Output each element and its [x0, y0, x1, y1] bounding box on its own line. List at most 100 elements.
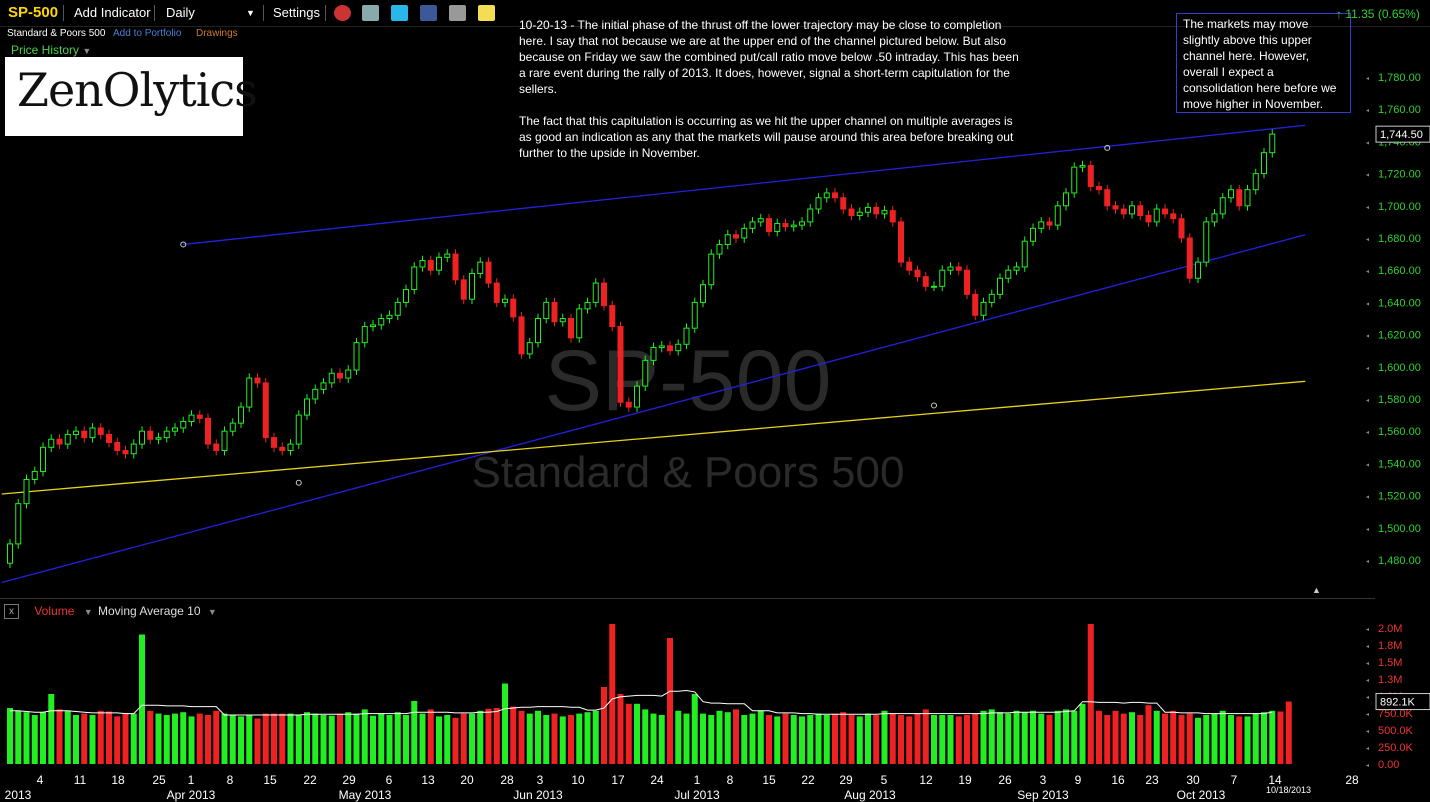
candle-up — [345, 369, 352, 379]
candle-up — [1038, 221, 1045, 229]
candle-up — [477, 261, 484, 274]
volume-moving-average-line — [10, 689, 1273, 716]
candle-down — [485, 261, 492, 284]
tick-marker-icon: ◂ — [1366, 269, 1369, 275]
candle-up — [73, 430, 79, 435]
note-icon[interactable] — [478, 5, 495, 21]
x-day-label: 12 — [919, 773, 933, 787]
annotation-paragraph: The fact that this capitulation is occur… — [519, 114, 1014, 160]
candle-down — [1170, 213, 1177, 220]
volume-label[interactable]: Volume — [34, 604, 75, 618]
close-panel-button[interactable]: x — [4, 604, 19, 620]
candle-down — [1162, 208, 1168, 215]
candle-up — [881, 210, 888, 215]
chevron-down-icon[interactable]: ▼ — [83, 607, 93, 617]
alarm-clock-icon[interactable] — [334, 5, 351, 21]
volume-bar — [955, 716, 962, 764]
volume-tick-label: 1.5M — [1378, 657, 1402, 669]
volume-bar — [1096, 710, 1102, 764]
candle-down — [279, 446, 286, 452]
volume-bar — [1236, 716, 1243, 764]
volume-bar — [559, 716, 566, 764]
drawings-link[interactable]: Drawings — [196, 28, 238, 39]
x-month-label: Sep 2013 — [1017, 788, 1069, 802]
tick-marker-icon: ◂ — [1366, 398, 1369, 404]
candle-up — [411, 266, 418, 291]
x-month-label: Jun 2013 — [513, 788, 563, 802]
volume-bar — [469, 713, 475, 764]
print-icon[interactable] — [362, 5, 379, 21]
volume-tick-label: 250.0K — [1378, 742, 1414, 754]
facebook-icon[interactable] — [420, 5, 437, 21]
candle-up — [403, 289, 409, 303]
candle-up — [865, 206, 871, 213]
volume-bar — [436, 716, 442, 764]
volume-bar — [370, 715, 376, 764]
add-to-portfolio-link[interactable]: Add to Portfolio — [113, 28, 182, 39]
add-indicator-button[interactable]: Add Indicator — [74, 5, 151, 20]
price-tick-label: 1,620.00 — [1378, 330, 1421, 342]
candle-down — [205, 417, 211, 445]
symbol-input[interactable]: SP-500 — [8, 4, 59, 21]
x-day-label: 28 — [500, 773, 514, 787]
candle-up — [394, 301, 401, 316]
volume-bar — [15, 710, 22, 764]
candle-up — [691, 301, 698, 329]
volume-bar — [650, 713, 657, 764]
camera-icon[interactable] — [449, 5, 466, 21]
annotation-box[interactable]: The markets may move slightly above this… — [1176, 13, 1351, 113]
volume-bar — [1162, 713, 1168, 764]
x-day-label: 18 — [111, 773, 125, 787]
candle-up — [634, 385, 640, 408]
candle-up — [576, 308, 583, 339]
volume-bar — [114, 716, 121, 764]
volume-bar — [914, 713, 921, 764]
volume-bar — [551, 713, 558, 764]
candle-down — [898, 221, 904, 263]
candle-up — [939, 269, 946, 287]
volume-tick-label: 2.0M — [1378, 623, 1402, 635]
candle-up — [361, 326, 368, 344]
interval-select[interactable]: Daily — [166, 5, 195, 20]
price-tick-label: 1,660.00 — [1378, 265, 1421, 277]
candle-up — [774, 223, 781, 233]
volume-bar — [807, 715, 814, 764]
last-price-box — [1375, 125, 1430, 143]
tick-marker-icon: ◂ — [1366, 695, 1369, 701]
tick-marker-icon: ◂ — [1366, 237, 1369, 243]
volume-bar — [147, 710, 154, 764]
twitter-icon[interactable] — [391, 5, 408, 21]
candle-down — [337, 372, 343, 379]
upper-channel-line — [183, 124, 1306, 246]
panel-divider[interactable] — [0, 598, 1375, 599]
volume-bar — [526, 713, 533, 764]
candle-up — [370, 324, 376, 328]
x-month-label: May 2013 — [339, 788, 392, 802]
volume-bar — [163, 715, 170, 764]
trendlines[interactable] — [1, 124, 1306, 584]
x-day-label: 11 — [74, 773, 87, 787]
price-history-menu[interactable]: Price History ▼ — [11, 43, 91, 57]
x-day-label: 26 — [998, 773, 1012, 787]
candle-down — [518, 316, 525, 355]
settings-button[interactable]: Settings — [273, 5, 320, 20]
volume-bar — [1219, 710, 1226, 764]
volume-bar — [683, 713, 690, 764]
volume-bar — [196, 713, 203, 764]
candle-down — [1104, 189, 1111, 207]
candle-up — [1269, 133, 1276, 154]
candle-up — [139, 430, 145, 445]
candle-up — [386, 314, 393, 319]
x-month-label: Jul 2013 — [674, 788, 720, 802]
candle-down — [766, 218, 772, 233]
volume-tick-label: 500.0K — [1378, 725, 1414, 737]
moving-average-label[interactable]: Moving Average 10 — [97, 604, 201, 618]
volume-bar — [642, 709, 649, 764]
volume-bar — [1071, 710, 1078, 764]
chevron-down-icon[interactable]: ▼ — [207, 607, 217, 617]
chevron-down-icon[interactable]: ▼ — [246, 8, 255, 18]
volume-bar — [188, 716, 195, 764]
volume-bar — [320, 715, 327, 764]
x-day-label: 29 — [342, 773, 356, 787]
